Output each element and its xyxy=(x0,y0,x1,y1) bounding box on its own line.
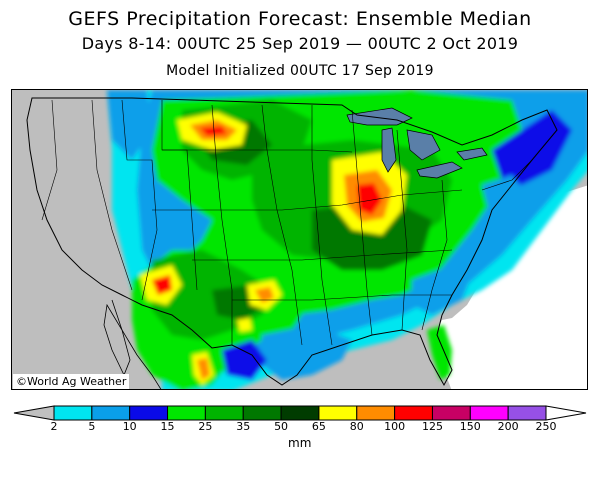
precip-orange-mx xyxy=(197,358,210,380)
lake-erie xyxy=(416,161,463,179)
lake-ontario xyxy=(456,147,488,161)
scale-tick-label: 10 xyxy=(122,420,137,433)
precip-blue-gulf xyxy=(262,325,352,380)
scale-tick-label: 15 xyxy=(160,420,175,433)
unit-label: mm xyxy=(288,436,312,450)
scale-tick-label: 25 xyxy=(198,420,213,433)
lake-huron xyxy=(406,129,441,161)
scale-swatch xyxy=(394,405,433,421)
scale-tick-label: 2 xyxy=(50,420,58,433)
scale-swatch xyxy=(242,405,282,421)
scale-tick-label: 50 xyxy=(274,420,289,433)
precip-red-north xyxy=(200,126,227,136)
scale-swatch xyxy=(507,405,547,421)
scale-tick-label: 125 xyxy=(421,420,443,433)
mexico-coast xyxy=(111,299,162,389)
scale-swatch xyxy=(129,405,169,421)
scale-tick-label: 150 xyxy=(459,420,481,433)
scale-swatch xyxy=(469,405,509,421)
great-lakes xyxy=(346,107,488,179)
scale-tick-label: 100 xyxy=(384,420,406,433)
lake-superior xyxy=(346,107,413,126)
color-scale-bar xyxy=(13,405,587,421)
scale-swatch xyxy=(53,405,93,421)
scale-tick-label: 65 xyxy=(311,420,326,433)
precip-red-midwest xyxy=(357,183,382,215)
precip-red-sw-a xyxy=(152,275,172,295)
scale-swatch xyxy=(91,405,131,421)
map-canvas xyxy=(12,90,587,389)
scale-tick-label: 5 xyxy=(88,420,96,433)
scale-swatch xyxy=(356,405,396,421)
precip-yellow-small xyxy=(237,318,252,332)
scale-swatch xyxy=(431,405,471,421)
scale-tick-label: 80 xyxy=(349,420,364,433)
scale-under-triangle xyxy=(13,405,55,421)
us-border-outline xyxy=(26,97,558,387)
model-init-time: Model Initialized 00UTC 17 Sep 2019 xyxy=(166,63,434,79)
scale-tick-label: 35 xyxy=(236,420,251,433)
scale-tick-label: 250 xyxy=(535,420,557,433)
scale-over-triangle xyxy=(545,405,587,421)
precip-blue-east xyxy=(492,110,572,185)
credit-label: ©World Ag Weather xyxy=(13,374,130,389)
map-title: GEFS Precipitation Forecast: Ensemble Me… xyxy=(68,8,532,30)
precipitation-map xyxy=(11,89,588,390)
precip-orange-sw-b xyxy=(255,287,274,303)
scale-swatch xyxy=(280,405,320,421)
scale-tick-label: 200 xyxy=(497,420,519,433)
precip-florida-green xyxy=(427,325,452,380)
scale-swatch xyxy=(318,405,358,421)
state-borders xyxy=(41,99,533,346)
scale-swatch xyxy=(167,405,206,421)
precip-blue-texas xyxy=(222,340,267,380)
scale-swatch xyxy=(204,405,244,421)
precip-blue-southeast xyxy=(412,265,472,315)
precip-blue-pacific-nw xyxy=(107,90,152,160)
forecast-period: Days 8-14: 00UTC 25 Sep 2019 — 00UTC 2 O… xyxy=(81,34,519,53)
lake-michigan xyxy=(381,127,397,173)
